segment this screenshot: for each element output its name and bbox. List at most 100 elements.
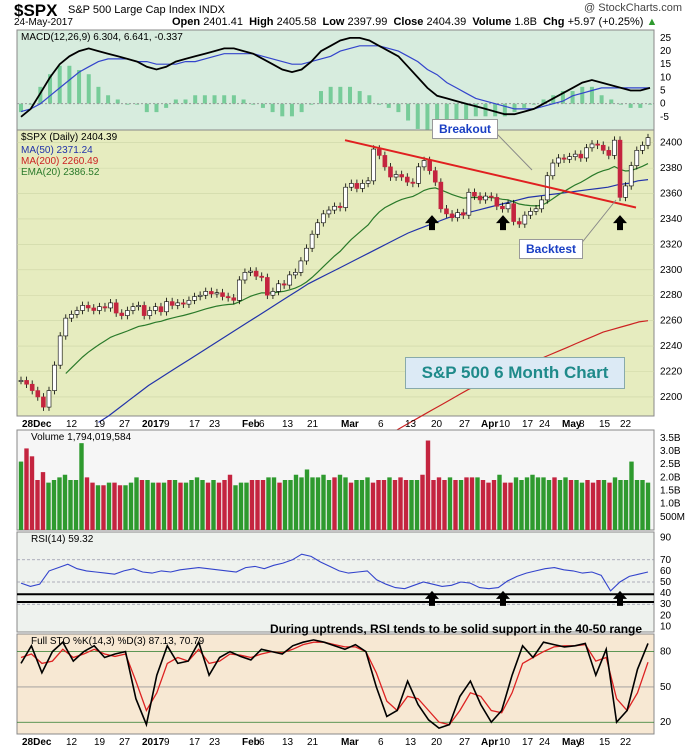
volume-bar: [227, 474, 233, 530]
price-candle: [365, 180, 371, 184]
price-candle: [466, 191, 472, 216]
volume-bar: [266, 477, 271, 530]
volume-bar: [458, 480, 464, 530]
volume-bar: [359, 480, 365, 530]
x-axis-label: 8: [579, 419, 585, 430]
macd-title: MACD(12,26,9) 6.304, 6.641, -0.337: [21, 32, 183, 43]
stochastic-tick-label: 20: [660, 717, 672, 728]
price-candle: [343, 186, 348, 208]
price-candle: [102, 306, 108, 309]
volume-bar: [491, 480, 497, 530]
volume-bar: [178, 482, 183, 530]
price-candle: [438, 181, 444, 210]
x-axis-label: 6: [259, 419, 265, 430]
volume-bar: [73, 480, 79, 530]
price-candle: [584, 147, 589, 159]
volume-bar: [238, 482, 244, 530]
breakout-pointer: [496, 133, 533, 171]
price-candle: [460, 212, 466, 216]
volume-bar: [134, 477, 139, 530]
volume-bar: [117, 485, 123, 530]
macd-tick-label: -5: [660, 112, 669, 123]
macd-pane: [16, 29, 655, 131]
volume-bar: [183, 482, 189, 530]
support-arrow-icon: [425, 215, 439, 231]
price-candle: [85, 305, 91, 309]
macd-histogram-bar: [193, 95, 198, 104]
volume-bar: [332, 477, 337, 530]
macd-histogram-bar: [280, 103, 285, 117]
price-candle: [237, 279, 242, 301]
x-axis-label-bottom: 27: [459, 737, 471, 748]
volume-bar: [321, 474, 326, 530]
volume-bar: [282, 480, 288, 530]
macd-histogram-bar: [86, 74, 91, 104]
macd-tick-label: 5: [660, 86, 666, 97]
resistance-trendline: [344, 139, 637, 209]
volume-bar: [409, 480, 414, 530]
price-candle: [382, 155, 388, 168]
price-candle: [74, 310, 80, 315]
macd-histogram-bar: [212, 95, 217, 104]
volume-bar: [62, 474, 68, 530]
volume-bar: [205, 482, 211, 530]
volume-bar: [315, 477, 321, 530]
volume-bar: [629, 461, 634, 530]
price-candle: [612, 139, 617, 156]
backtest-label: Backtest: [519, 239, 584, 259]
volume-bar: [519, 480, 524, 530]
macd-histogram-bar: [289, 103, 294, 117]
price-candle: [561, 157, 567, 160]
price-candle: [483, 195, 488, 201]
macd-histogram-bar: [551, 95, 556, 104]
price-candle: [589, 143, 595, 149]
rsi-support-arrow-icon: [425, 590, 439, 606]
volume-bar: [579, 482, 585, 530]
price-tick-label: 2240: [660, 341, 683, 352]
x-axis-label-bottom: 6: [378, 737, 384, 748]
stochastic-k-line: [20, 639, 649, 729]
macd-histogram-bar: [348, 86, 353, 104]
price-candle: [281, 283, 287, 286]
volume-bar: [90, 482, 95, 530]
x-axis-label: 17: [522, 419, 534, 430]
symbol: $SPX: [14, 1, 58, 20]
stochastic-tick-label: 50: [660, 682, 672, 693]
macd-histogram-bar: [502, 103, 507, 117]
macd-histogram-bar: [38, 86, 43, 104]
volume-bar: [640, 480, 645, 530]
volume-bar: [299, 477, 304, 530]
x-axis-label: 22: [620, 419, 632, 430]
price-candle: [500, 205, 505, 210]
x-axis-label: 27: [459, 419, 471, 430]
price-candle: [293, 272, 298, 276]
macd-line: [20, 37, 651, 118]
price-candle: [309, 233, 315, 249]
price-candle: [125, 310, 130, 316]
volume-bar: [172, 480, 178, 530]
price-candle: [192, 296, 197, 301]
price-candle: [404, 176, 410, 183]
copyright: @ StockCharts.com: [584, 2, 682, 14]
volume-bar: [541, 477, 546, 530]
x-axis-label: 13: [405, 419, 417, 430]
volume-bar: [139, 480, 145, 530]
price-candle: [186, 300, 192, 305]
x-axis-label-bottom: 12: [66, 737, 78, 748]
volume-bar: [68, 480, 73, 530]
x-axis-label: 19: [94, 419, 106, 430]
price-candle: [113, 302, 119, 314]
ohlc-readout: Open 2401.41 High 2405.58 Low 2397.99 Cl…: [172, 16, 658, 28]
volume-bar: [216, 482, 222, 530]
rsi-support-arrow-icon: [496, 590, 510, 606]
price-candle: [572, 153, 578, 157]
macd-histogram-bar: [222, 95, 227, 104]
volume-bar: [524, 477, 530, 530]
volume-bar: [348, 482, 354, 530]
rsi-tick-label: 30: [660, 599, 672, 610]
macd-histogram-bar: [106, 95, 111, 104]
price-tick-label: 2380: [660, 163, 683, 174]
macd-histogram-bar: [473, 103, 478, 117]
price-candle: [360, 183, 365, 189]
price-candle: [259, 275, 265, 278]
